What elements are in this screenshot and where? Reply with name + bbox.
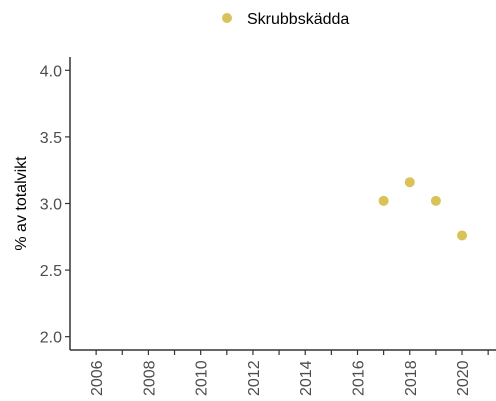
- x-tick-label: 2010: [194, 360, 211, 396]
- y-axis-title: % av totalvikt: [13, 156, 30, 251]
- data-point: [378, 195, 389, 206]
- y-tick-label: 2.5: [40, 263, 62, 280]
- data-point: [430, 195, 441, 206]
- y-tick-label: 2.0: [40, 330, 62, 347]
- y-tick-label: 3.0: [40, 197, 62, 214]
- data-points: [378, 177, 468, 241]
- x-tick-label: 2012: [246, 360, 263, 396]
- x-tick-label: 2008: [141, 360, 158, 396]
- legend-marker-skrubbskadda: [222, 13, 232, 23]
- x-tick-label: 2006: [89, 360, 106, 396]
- y-tick-label: 4.0: [40, 63, 62, 80]
- data-point: [457, 230, 468, 241]
- x-tick-label: 2020: [455, 360, 472, 396]
- y-tick-label: 3.5: [40, 130, 62, 147]
- y-axis: 2.0 2.5 3.0 3.5 4.0: [40, 57, 71, 350]
- x-tick-label: 2018: [403, 360, 420, 396]
- x-axis: 2006 2008 2010 2012 2014 2016 2018 2020: [70, 349, 496, 396]
- legend: Skrubbskädda: [222, 11, 349, 28]
- x-tick-label: 2016: [350, 360, 367, 396]
- legend-label-skrubbskadda: Skrubbskädda: [247, 11, 349, 28]
- x-tick-label: 2014: [298, 360, 315, 396]
- data-point: [404, 177, 415, 188]
